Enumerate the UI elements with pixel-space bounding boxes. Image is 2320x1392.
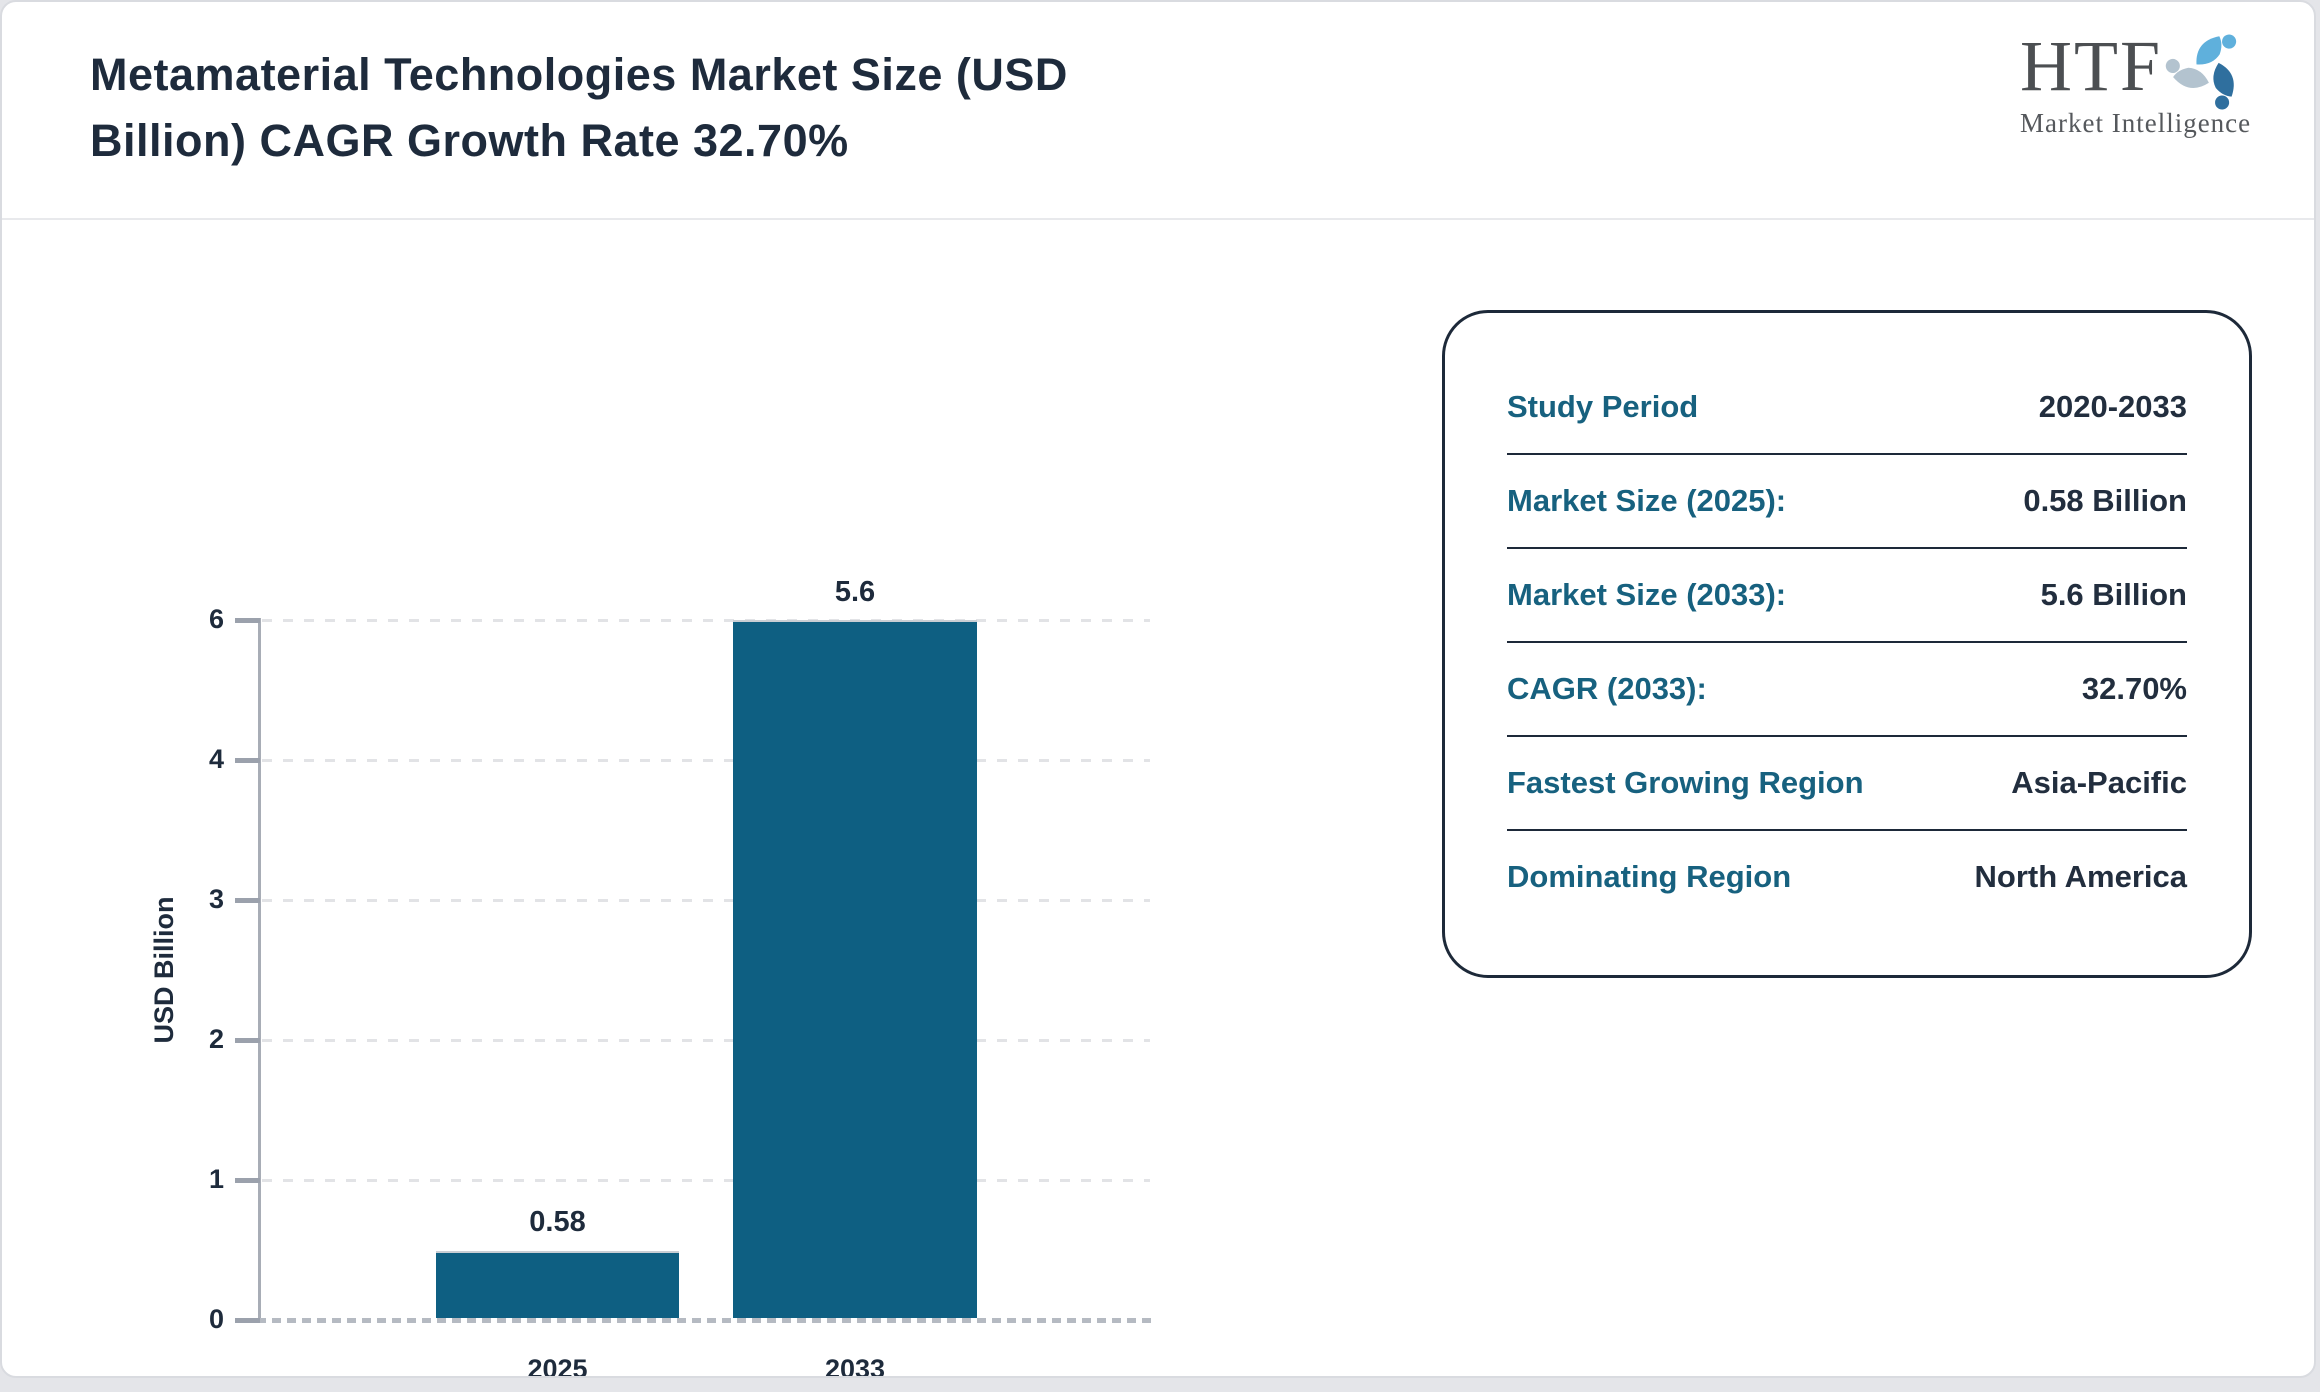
y-tick-label: 2 xyxy=(208,1024,224,1054)
page-title-line1: Metamaterial Technologies Market Size (U… xyxy=(90,49,1068,100)
tick-mark-3 xyxy=(235,898,260,903)
page-title: Metamaterial Technologies Market Size (U… xyxy=(90,42,1068,174)
bar-2025 xyxy=(436,1251,679,1320)
info-row-cagr: CAGR (2033): 32.70% xyxy=(1507,641,2187,735)
x-label-2033: 2033 xyxy=(824,1354,886,1378)
logo-swirl-icon xyxy=(2165,34,2237,110)
tick-mark-1 xyxy=(235,1178,260,1183)
y-tick-label: 4 xyxy=(208,744,224,774)
info-row-market-size-2033: Market Size (2033): 5.6 Billion xyxy=(1507,547,2187,641)
market-summary-card: Study Period 2020-2033 Market Size (2025… xyxy=(1442,310,2252,978)
info-row-label: CAGR (2033): xyxy=(1507,671,1707,706)
gridline-2 xyxy=(262,1039,1150,1042)
header: Metamaterial Technologies Market Size (U… xyxy=(2,2,2314,220)
tick-mark-2 xyxy=(235,1038,260,1043)
info-row-label: Fastest Growing Region xyxy=(1507,765,1864,800)
info-row-label: Market Size (2033): xyxy=(1507,577,1787,612)
x-label-2025: 2025 xyxy=(527,1354,588,1378)
tick-mark-4 xyxy=(235,758,260,763)
tick-mark-6 xyxy=(235,618,260,623)
y-axis-line xyxy=(258,618,261,1322)
info-row-label: Study Period xyxy=(1507,389,1699,424)
gridline-4 xyxy=(262,759,1150,762)
tick-mark-0 xyxy=(235,1318,260,1323)
info-row-label: Dominating Region xyxy=(1507,859,1792,894)
htf-logo-top: HTF xyxy=(2020,30,2270,114)
info-row-value: North America xyxy=(1974,859,2187,894)
info-row-value: 5.6 Billion xyxy=(2040,577,2187,612)
logo-tagline: Market Intelligence xyxy=(2020,108,2252,138)
value-label-2025: 0.58 xyxy=(529,1206,586,1238)
y-tick-label: 1 xyxy=(208,1164,224,1194)
gridline-3 xyxy=(262,899,1150,902)
info-row-market-size-2025: Market Size (2025): 0.58 Billion xyxy=(1507,453,2187,547)
info-row-value: 32.70% xyxy=(2081,671,2187,706)
bar-2033 xyxy=(733,620,977,1320)
gridline-1 xyxy=(262,1179,1150,1182)
info-row-value: 2020-2033 xyxy=(2038,389,2187,424)
y-tick-label: 0 xyxy=(208,1304,224,1334)
htf-logo: HTF Market Intelligence xyxy=(2020,30,2270,150)
y-tick-label: 3 xyxy=(208,884,224,914)
info-row-value: Asia-Pacific xyxy=(2011,765,2187,800)
htf-logo-text: HTF xyxy=(2020,26,2163,106)
info-row-value: 0.58 Billion xyxy=(2023,483,2187,518)
y-tick-label: 6 xyxy=(208,604,224,634)
info-row-dominating-region: Dominating Region North America xyxy=(1507,829,2187,923)
info-row-study-period: Study Period 2020-2033 xyxy=(1507,361,2187,453)
x-axis-baseline xyxy=(242,1318,1154,1323)
gridline-6 xyxy=(262,619,1150,622)
info-row-label: Market Size (2025): xyxy=(1507,483,1787,518)
value-label-2033: 5.6 xyxy=(834,576,876,608)
page-title-line2: Billion) CAGR Growth Rate 32.70% xyxy=(90,115,849,166)
bar-chart: USD Billion 6 4 3 2 1 0 0.58 5.6 2025 20… xyxy=(2,220,1242,1376)
info-row-fastest-growing-region: Fastest Growing Region Asia-Pacific xyxy=(1507,735,2187,829)
